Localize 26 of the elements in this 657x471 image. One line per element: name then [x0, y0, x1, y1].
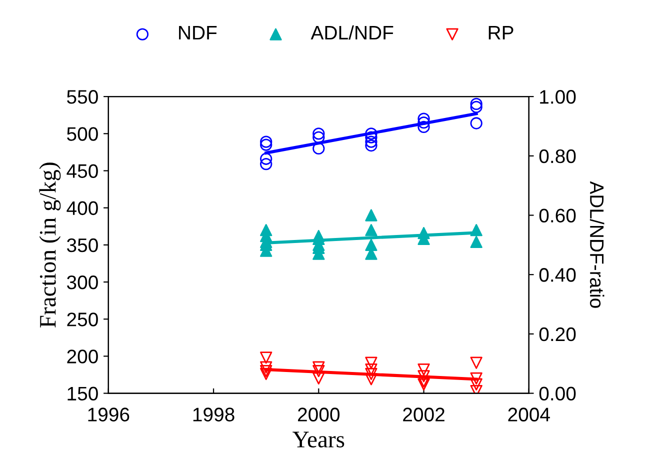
legend-label: ADL/NDF — [310, 25, 394, 40]
x-axis-title: Years — [292, 432, 344, 448]
y-tick-label: 450 — [66, 164, 98, 178]
x-tick-label: 2000 — [298, 408, 340, 422]
y-tick-label: 150 — [68, 386, 98, 401]
y2-tick-label: 0.00 — [539, 386, 576, 401]
y2-tick-label: 0.20 — [539, 327, 576, 342]
y2-tick-label: 1.00 — [540, 90, 576, 104]
y-tick-label: 200 — [67, 350, 98, 364]
y-tick-label: 300 — [66, 275, 98, 290]
x-tick-label: 2002 — [403, 408, 444, 422]
x-tick-label: 1998 — [193, 408, 234, 422]
y2-axis-title: ADL/NDF-ratio — [590, 181, 604, 308]
y-tick-label: 250 — [67, 312, 98, 326]
y-axis-title: Fraction (in g/kg) — [39, 162, 61, 328]
x-tick-label: 1996 — [88, 408, 130, 422]
y-tick-label: 400 — [66, 201, 98, 216]
y-tick-label: 350 — [66, 238, 98, 252]
y2-tick-label: 0.40 — [539, 268, 576, 282]
y2-tick-label: 0.80 — [539, 149, 576, 164]
legend-label: RP — [488, 26, 514, 40]
y2-tick-label: 0.60 — [539, 208, 576, 222]
legend-label: NDF — [179, 26, 217, 40]
y-tick-label: 550 — [67, 90, 98, 104]
y-tick-label: 500 — [67, 127, 98, 141]
x-tick-label: 2004 — [508, 408, 550, 422]
